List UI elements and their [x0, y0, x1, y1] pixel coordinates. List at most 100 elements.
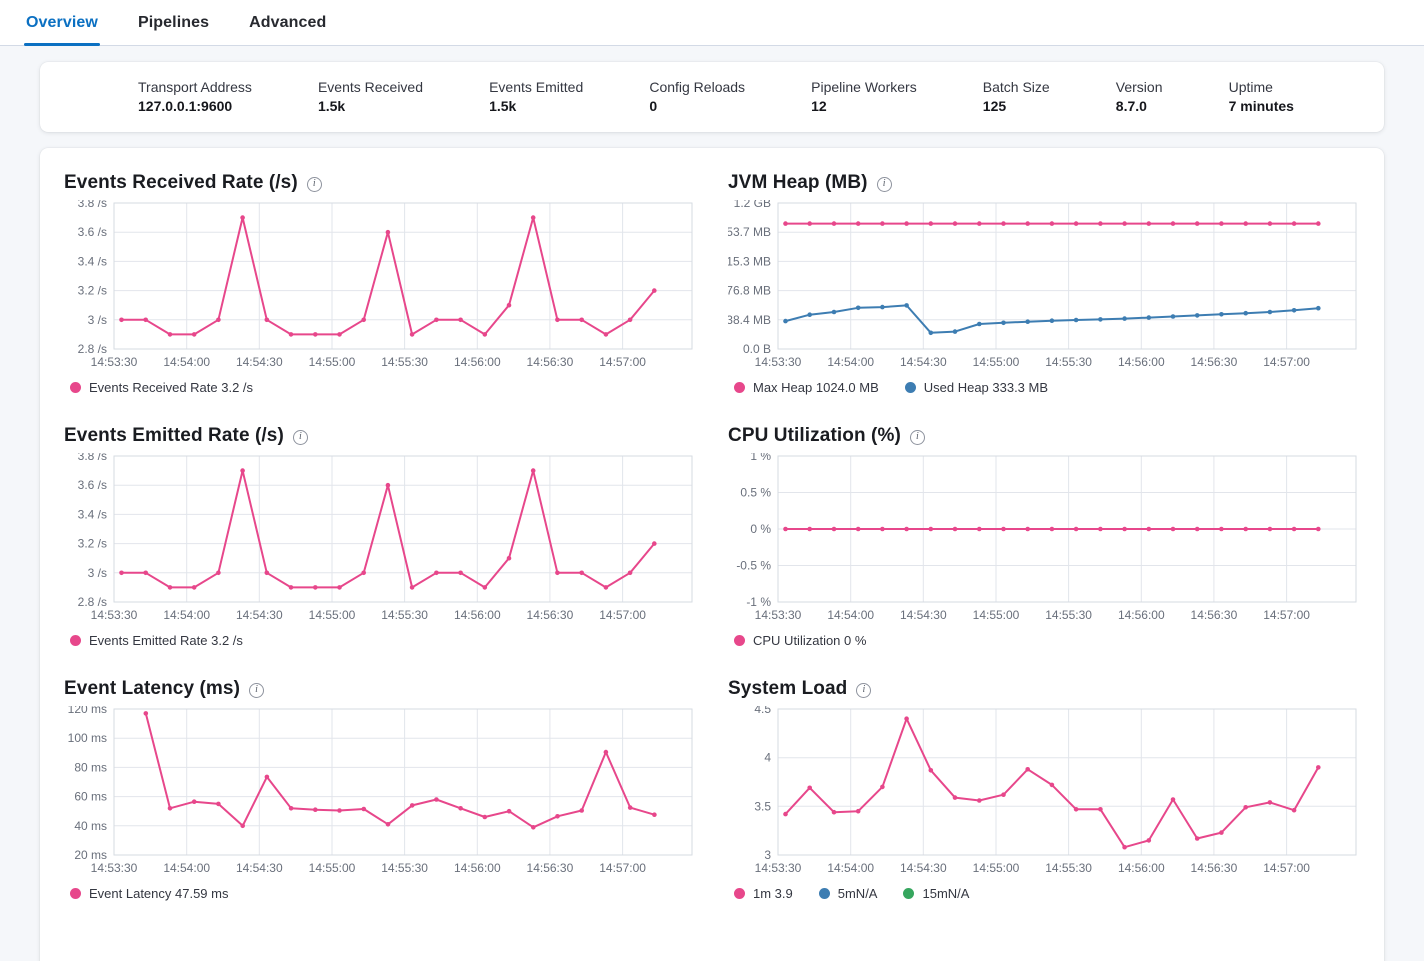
svg-text:14:53:30: 14:53:30 [91, 861, 138, 875]
svg-text:3.4 /s: 3.4 /s [78, 254, 107, 268]
info-icon[interactable]: i [306, 176, 322, 192]
svg-text:14:53:30: 14:53:30 [755, 355, 802, 369]
legend-item-used-heap-333-3-mb[interactable]: Used Heap 333.3 MB [904, 380, 1048, 395]
svg-text:4.5: 4.5 [754, 706, 771, 716]
info-icon[interactable]: i [249, 682, 265, 698]
svg-text:14:57:00: 14:57:00 [1263, 861, 1310, 875]
legend: Events Emitted Rate 3.2 /s [70, 633, 696, 648]
svg-text:3.2 /s: 3.2 /s [78, 537, 107, 551]
chart-system-load: System Load i 4.5 4 3.5 3 14:53:30 14:54:00 14… [728, 678, 1360, 901]
info-icon[interactable]: i [909, 429, 925, 445]
svg-text:14:54:30: 14:54:30 [900, 355, 947, 369]
legend-item-15mn-a[interactable]: 15mN/A [903, 886, 969, 901]
stat-config-reloads: Config Reloads 0 [649, 79, 745, 114]
svg-text:-0.5 %: -0.5 % [736, 559, 771, 573]
stat-label: Config Reloads [649, 78, 746, 95]
svg-text:14:57:00: 14:57:00 [599, 608, 646, 622]
events-emitted-rate-plot[interactable]: 3.8 /s 3.6 /s 3.4 /s 3.2 /s 3 /s 2.8 /s14:53:… [64, 453, 696, 629]
legend-dot-icon [734, 382, 745, 393]
svg-text:14:56:30: 14:56:30 [527, 861, 574, 875]
svg-text:14:55:30: 14:55:30 [381, 355, 428, 369]
svg-text:0.0 B: 0.0 B [743, 342, 771, 356]
svg-text:14:54:00: 14:54:00 [163, 861, 210, 875]
stat-uptime: Uptime 7 minutes [1229, 79, 1294, 114]
svg-text:715.3 MB: 715.3 MB [728, 254, 771, 268]
svg-text:14:55:00: 14:55:00 [973, 861, 1020, 875]
chart-events-received-rate: Events Received Rate (/s) i 3.8 /s 3.6 /s… [64, 172, 696, 395]
chart-jvm-heap: JVM Heap (MB) i 1.2 GB 953.7 MB 715.3 MB 47… [728, 172, 1360, 395]
svg-text:14:56:30: 14:56:30 [527, 608, 574, 622]
svg-text:3.6 /s: 3.6 /s [78, 478, 107, 492]
charts-grid: Events Received Rate (/s) i 3.8 /s 3.6 /s… [64, 172, 1360, 901]
legend-label: Max Heap 1024.0 MB [753, 380, 879, 395]
legend-label: 15mN/A [922, 886, 970, 901]
cpu-utilization-plot[interactable]: 1 % 0.5 % 0 % -0.5 % -1 %14:53:30 14:54:00 14:… [728, 453, 1360, 629]
legend-item-cpu-utilization-0[interactable]: CPU Utilization 0 % [734, 633, 866, 648]
svg-text:3: 3 [764, 848, 771, 862]
system-load-plot[interactable]: 4.5 4 3.5 314:53:30 14:54:00 14:54:30 14:55:00… [728, 706, 1360, 882]
legend: Event Latency 47.59 ms [70, 886, 696, 901]
legend-dot-icon [70, 888, 81, 899]
svg-text:4: 4 [764, 751, 771, 765]
stat-label: Pipeline Workers [811, 78, 917, 95]
svg-text:60 ms: 60 ms [74, 790, 107, 804]
legend-dot-icon [734, 635, 745, 646]
svg-text:14:55:30: 14:55:30 [381, 861, 428, 875]
stat-label: Transport Address [138, 78, 252, 95]
tabs-bar: Overview Pipelines Advanced [0, 0, 1424, 46]
tab-advanced[interactable]: Advanced [249, 14, 327, 31]
svg-text:1 %: 1 % [750, 453, 771, 463]
svg-text:238.4 MB: 238.4 MB [728, 313, 771, 327]
chart-title-row: Event Latency (ms) i [64, 678, 696, 700]
chart-title: System Load [728, 678, 848, 699]
svg-text:14:54:00: 14:54:00 [163, 355, 210, 369]
svg-text:14:54:00: 14:54:00 [163, 608, 210, 622]
svg-text:14:57:00: 14:57:00 [599, 861, 646, 875]
jvm-heap-plot[interactable]: 1.2 GB 953.7 MB 715.3 MB 476.8 MB 238.4 MB 0.… [728, 200, 1360, 376]
stat-events-received: Events Received 1.5k [318, 79, 423, 114]
info-icon[interactable]: i [292, 429, 308, 445]
legend-dot-icon [904, 382, 916, 393]
legend: CPU Utilization 0 % [734, 633, 1360, 648]
tab-pipelines[interactable]: Pipelines [137, 14, 210, 31]
svg-text:40 ms: 40 ms [74, 819, 107, 833]
event-latency-plot[interactable]: 120 ms 100 ms 80 ms 60 ms 40 ms 20 ms14:53:30… [64, 706, 696, 882]
legend: Events Received Rate 3.2 /s [70, 380, 696, 395]
tab-overview[interactable]: Overview [24, 14, 100, 46]
svg-text:14:57:00: 14:57:00 [599, 355, 646, 369]
svg-text:0 %: 0 % [750, 522, 771, 536]
svg-text:14:56:30: 14:56:30 [1191, 861, 1238, 875]
svg-text:14:55:30: 14:55:30 [1045, 355, 1092, 369]
chart-event-latency: Event Latency (ms) i 120 ms 100 ms 80 ms 60… [64, 678, 696, 901]
legend-item-max-heap-1024-0-mb[interactable]: Max Heap 1024.0 MB [734, 380, 879, 395]
svg-text:14:56:00: 14:56:00 [454, 861, 501, 875]
legend-dot-icon [818, 888, 830, 899]
legend-item-1m-3-9[interactable]: 1m 3.9 [734, 886, 793, 901]
stat-value: 1.5k [489, 97, 517, 114]
svg-text:14:55:00: 14:55:00 [309, 355, 356, 369]
svg-text:3.2 /s: 3.2 /s [78, 284, 107, 298]
legend-item-events-emitted-rate-3-2-s[interactable]: Events Emitted Rate 3.2 /s [70, 633, 243, 648]
stat-value: 12 [811, 97, 827, 114]
svg-text:14:54:30: 14:54:30 [236, 861, 283, 875]
stat-events-emitted: Events Emitted 1.5k [489, 79, 583, 114]
chart-cpu-utilization: CPU Utilization (%) i 1 % 0.5 % 0 % -0.5 % -… [728, 425, 1360, 648]
events-received-rate-plot[interactable]: 3.8 /s 3.6 /s 3.4 /s 3.2 /s 3 /s 2.8 /s14:53:… [64, 200, 696, 376]
legend-item-events-received-rate-3-2-s[interactable]: Events Received Rate 3.2 /s [70, 380, 253, 395]
legend-item-event-latency-47-59-ms[interactable]: Event Latency 47.59 ms [70, 886, 228, 901]
svg-text:14:55:30: 14:55:30 [1045, 608, 1092, 622]
svg-text:0.5 %: 0.5 % [740, 486, 771, 500]
svg-text:14:54:00: 14:54:00 [827, 861, 874, 875]
stat-version: Version 8.7.0 [1116, 79, 1163, 114]
chart-title-row: System Load i [728, 678, 1360, 700]
svg-text:14:53:30: 14:53:30 [91, 355, 138, 369]
stat-value: 1.5k [317, 97, 346, 114]
legend: 1m 3.9 5mN/A 15mN/A [734, 886, 1360, 901]
legend-label: 5mN/A [837, 886, 878, 901]
info-icon[interactable]: i [856, 682, 872, 698]
stat-batch-size: Batch Size 125 [983, 79, 1050, 114]
svg-text:3.5: 3.5 [754, 799, 771, 813]
info-icon[interactable]: i [876, 176, 892, 192]
legend-item-5mn-a[interactable]: 5mN/A [818, 886, 878, 901]
chart-title: CPU Utilization (%) [728, 425, 901, 446]
